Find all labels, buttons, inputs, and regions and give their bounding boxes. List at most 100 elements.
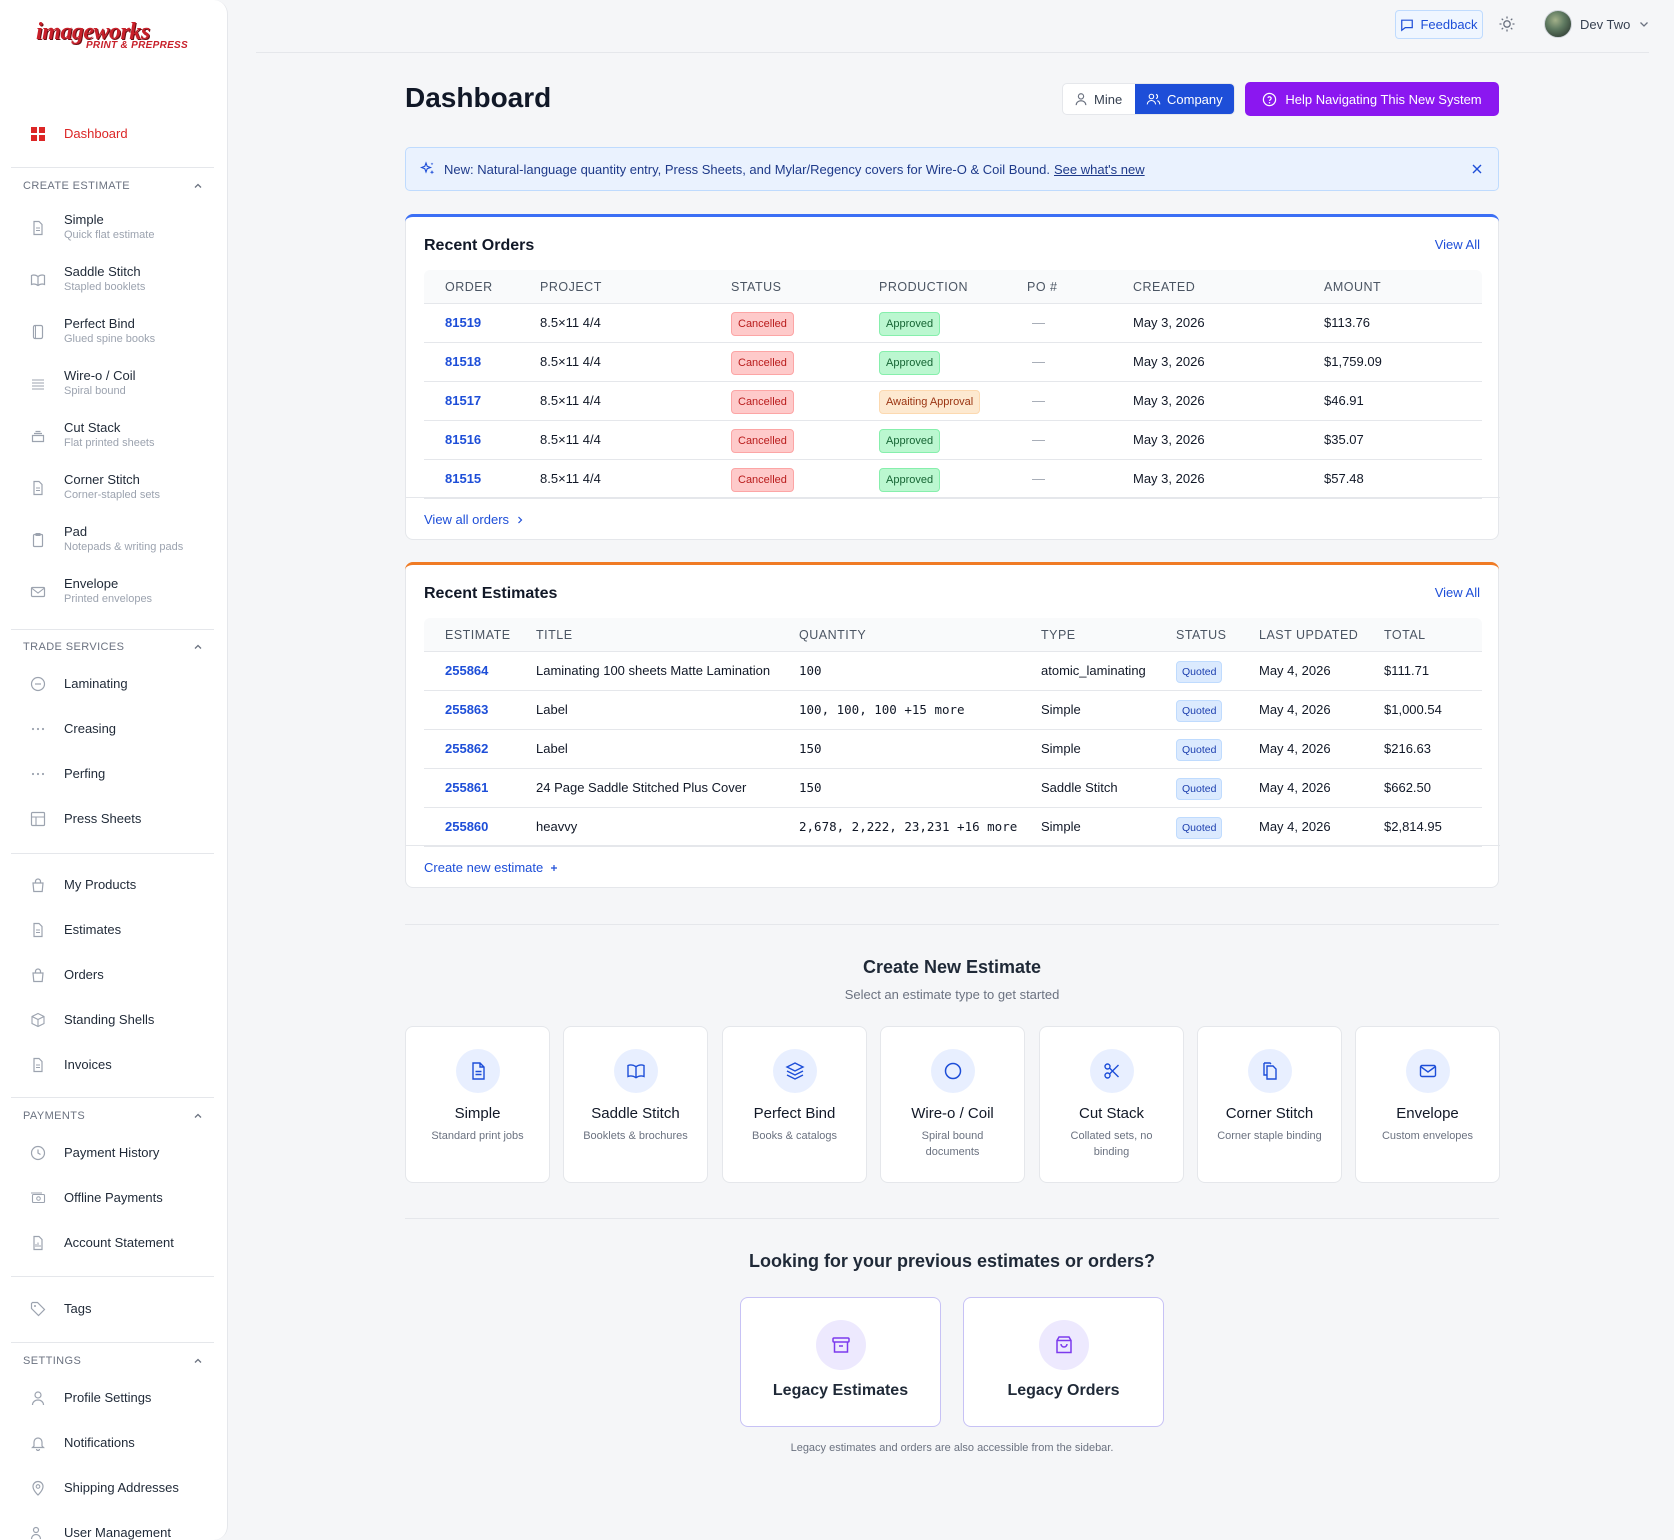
company-toggle[interactable]: Company [1135,84,1234,114]
sidebar-item-notifications[interactable]: Notifications [0,1435,227,1451]
users-icon [30,1526,42,1540]
estimate-number-link[interactable]: 255861 [445,780,489,795]
view-all-orders-link[interactable]: View all orders [424,512,525,527]
estimate-number-link[interactable]: 255862 [445,741,489,756]
column-header: TOTAL [1384,628,1426,642]
sidebar-item-estimates[interactable]: Estimates [0,922,227,938]
sidebar-item-account-statement[interactable]: Account Statement [0,1235,227,1251]
status-badge: Quoted [1176,739,1223,761]
sidebar-item-press-sheets[interactable]: Press Sheets [0,811,227,827]
sidebar-item-profile-settings[interactable]: Profile Settings [0,1390,227,1406]
tile-description: Corner staple binding [1217,1130,1322,1142]
sidebar-item-offline-payments[interactable]: Offline Payments [0,1190,227,1206]
estimates-view-all-link[interactable]: View All [1434,585,1480,600]
chevron-right-icon [518,516,523,523]
imageworks-logo[interactable]: imageworks PRINT & PREPRESS [36,20,192,58]
tile-title: Corner Stitch [1225,1105,1314,1122]
section-trade-services[interactable]: TRADE SERVICES [23,641,203,653]
estimate-tile-simple[interactable]: Simple Standard print jobs [405,1026,550,1183]
sidebar-item-creasing[interactable]: Creasing [0,721,227,737]
estimate-number-link[interactable]: 255863 [445,702,489,717]
sidebar-item-user-management[interactable]: User Management [0,1525,227,1540]
theme-toggle-sun-icon[interactable] [1498,15,1516,33]
sidebar-item-cut-stack[interactable]: Cut Stack Flat printed sheets [0,420,227,451]
sidebar-item-orders[interactable]: Orders [0,967,227,983]
estimate-tile-corner-stitch[interactable]: Corner Stitch Corner staple binding [1197,1026,1342,1183]
section-settings[interactable]: SETTINGS [23,1355,203,1367]
sidebar-item-shipping-addresses[interactable]: Shipping Addresses [0,1480,227,1496]
clock-icon [30,1145,46,1161]
table-row[interactable]: 255864 Laminating 100 sheets Matte Lamina… [424,652,1482,691]
feedback-label: Feedback [1420,17,1478,32]
sidebar-item-envelope[interactable]: Envelope Printed envelopes [0,576,227,607]
sidebar-item-wire-o-coil[interactable]: Wire-o / Coil Spiral bound [0,368,227,399]
sidebar-item-label: Pad [64,524,88,539]
divider [11,1276,214,1277]
sidebar-item-my-products[interactable]: My Products [0,877,227,893]
see-whats-new-link[interactable]: See what's new [1053,161,1145,177]
estimate-tile-wire-o-coil[interactable]: Wire-o / Coil Spiral bound documents [880,1026,1025,1183]
create-new-estimate-label: Create new estimate [424,860,544,875]
orders-view-all-link[interactable]: View All [1434,237,1480,252]
view-all-orders-label: View all orders [424,512,510,527]
card-accent [405,214,1499,224]
production-badge: Approved [879,429,941,453]
table-row[interactable]: 255863 Label 100, 100, 100 +15 more Simple Q… [424,691,1482,730]
sidebar-item-label: Orders [64,967,104,982]
section-create-estimate[interactable]: CREATE ESTIMATE [23,180,203,192]
create-new-estimate-link[interactable]: Create new estimate [424,860,559,875]
mine-toggle[interactable]: Mine [1063,84,1135,114]
sidebar-item-corner-stitch[interactable]: Corner Stitch Corner-stapled sets [0,472,227,503]
sidebar-item-perfect-bind[interactable]: Perfect Bind Glued spine books [0,316,227,347]
sidebar-item-laminating[interactable]: Laminating [0,676,227,692]
order-number-link[interactable]: 81515 [445,471,482,486]
sidebar-item-standing-shells[interactable]: Standing Shells [0,1012,227,1028]
table-row[interactable]: 255861 24 Page Saddle Stitched Plus Cover… [424,769,1482,808]
order-number-link[interactable]: 81518 [445,354,482,369]
table-row[interactable]: 81518 8.5×11 4/4 Cancelled Approved — May 3, … [424,343,1482,382]
table-row[interactable]: 81516 8.5×11 4/4 Cancelled Approved — May 3, … [424,421,1482,460]
sidebar-item-pad[interactable]: Pad Notepads & writing pads [0,524,227,555]
estimate-tile-envelope[interactable]: Envelope Custom envelopes [1355,1026,1500,1183]
sidebar-item-sublabel: Flat printed sheets [64,437,155,449]
users-icon [1146,93,1161,105]
user-menu[interactable]: Dev Two [1544,10,1650,38]
book-icon [32,324,44,339]
document-icon [455,1049,500,1093]
sidebar-item-saddle-stitch[interactable]: Saddle Stitch Stapled booklets [0,264,227,295]
help-navigating-button[interactable]: Help Navigating This New System [1245,82,1499,116]
feedback-button[interactable]: Feedback [1395,10,1483,39]
sidebar-item-label: Account Statement [64,1235,174,1250]
estimate-tile-perfect-bind[interactable]: Perfect Bind Books & catalogs [722,1026,867,1183]
table-row[interactable]: 255860 heavvy 2,678, 2,222, 23,231 +16 mor… [424,808,1482,847]
sidebar-item-simple[interactable]: Simple Quick flat estimate [0,212,227,243]
table-row[interactable]: 81517 8.5×11 4/4 Cancelled Awaiting Approva… [424,382,1482,421]
order-number-link[interactable]: 81519 [445,315,482,330]
estimate-tile-cut-stack[interactable]: Cut Stack Collated sets, no binding [1039,1026,1184,1183]
sidebar-item-payment-history[interactable]: Payment History [0,1145,227,1161]
order-number-link[interactable]: 81516 [445,432,482,447]
table-row[interactable]: 81515 8.5×11 4/4 Cancelled Approved — May 3, … [424,460,1482,499]
estimate-number-link[interactable]: 255864 [445,663,489,678]
sidebar-item-dashboard[interactable]: Dashboard [0,126,227,142]
sidebar-item-invoices[interactable]: Invoices [0,1057,227,1073]
table-row[interactable]: 81519 8.5×11 4/4 Cancelled Approved — May 3, … [424,304,1482,343]
estimate-tile-saddle-stitch[interactable]: Saddle Stitch Booklets & brochures [563,1026,708,1183]
type-cell: atomic_laminating [1041,663,1146,678]
close-icon[interactable] [1470,162,1484,176]
po-cell: — [1032,393,1045,408]
production-badge: Approved [879,312,941,336]
estimate-number-link[interactable]: 255860 [445,819,489,834]
total-cell: $662.50 [1384,780,1431,795]
legacy-orders-tile[interactable]: Legacy Orders [963,1297,1164,1427]
sidebar-item-tags[interactable]: Tags [0,1301,227,1317]
sidebar-item-perfing[interactable]: Perfing [0,766,227,782]
table-row[interactable]: 255862 Label 150 Simple Quoted May 4, 2026 $21… [424,730,1482,769]
divider [11,1097,214,1098]
total-cell: $216.63 [1384,741,1431,756]
order-number-link[interactable]: 81517 [445,393,482,408]
section-payments[interactable]: PAYMENTS [23,1110,203,1122]
legacy-estimates-tile[interactable]: Legacy Estimates [740,1297,941,1427]
bag-icon [32,878,44,893]
sidebar-item-label: Tags [64,1301,92,1316]
